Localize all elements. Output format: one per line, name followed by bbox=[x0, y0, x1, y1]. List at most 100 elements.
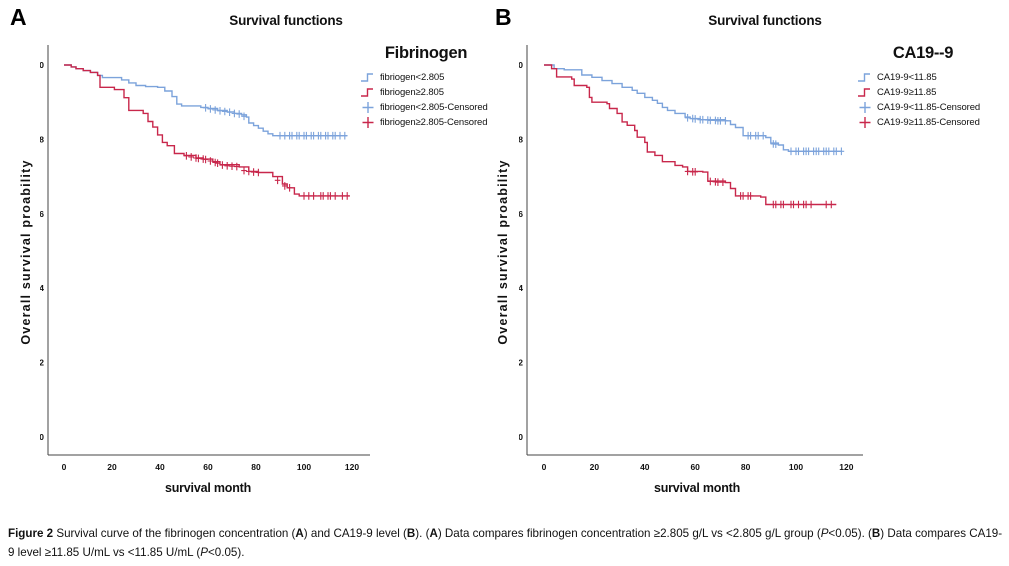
legend-item: CA19-9<11.85-Censored bbox=[857, 100, 989, 115]
survival-curve bbox=[544, 64, 842, 152]
censor-mark bbox=[224, 162, 230, 170]
censor-mark bbox=[183, 152, 190, 160]
censor-mark bbox=[339, 192, 346, 200]
censor-mark bbox=[234, 162, 240, 171]
censor-mark bbox=[722, 117, 729, 125]
censor-mark bbox=[212, 106, 218, 114]
censor-mark bbox=[684, 114, 691, 122]
censor-mark bbox=[217, 107, 223, 115]
censor-mark bbox=[241, 112, 247, 121]
censor-mark bbox=[747, 192, 754, 200]
legend-item: CA19-9<11.85 bbox=[857, 70, 989, 85]
censor-mark bbox=[747, 131, 754, 140]
y-tick-label: 0.0 bbox=[519, 432, 523, 442]
x-tick-label: 100 bbox=[297, 462, 311, 472]
censor-mark bbox=[325, 131, 331, 140]
censor-mark bbox=[715, 178, 721, 186]
legend-item: fibriogen≥2.805 bbox=[360, 85, 492, 100]
x-tick-label: 120 bbox=[839, 462, 853, 472]
panel-a-plot-area: 1.0 0.8 0.6 0.4 0.2 0.0 0 20 40 60 80 100 120 bbox=[40, 45, 370, 472]
censor-mark bbox=[803, 200, 809, 209]
censor-mark bbox=[692, 168, 698, 176]
x-tick-label: 60 bbox=[690, 462, 700, 472]
censor-mark bbox=[195, 154, 202, 163]
x-tick-label: 0 bbox=[542, 462, 547, 472]
censor-plus-icon bbox=[362, 102, 374, 113]
caption-segment: A bbox=[429, 527, 438, 540]
y-tick-label: 0.4 bbox=[40, 283, 44, 293]
legend-item: fibriogen<2.805 bbox=[360, 70, 492, 85]
legend-item-label: CA19-9<11.85-Censored bbox=[877, 102, 981, 113]
legend-item: fibriogen≥2.805-Censored bbox=[360, 115, 492, 130]
censor-mark bbox=[296, 131, 302, 140]
legend-item: CA19-9≥11.85-Censored bbox=[857, 115, 989, 130]
panel-a-letter: A bbox=[10, 4, 27, 30]
censor-mark bbox=[306, 192, 312, 200]
caption-segment: B bbox=[406, 527, 416, 540]
censor-mark bbox=[805, 147, 812, 156]
legend-item-label: fibriogen≥2.805 bbox=[380, 87, 444, 98]
panel-b-x-axis-label: survival month bbox=[653, 481, 741, 495]
survival-curve bbox=[544, 64, 837, 206]
censor-mark bbox=[246, 167, 252, 176]
censor-mark bbox=[282, 131, 288, 140]
censor-mark bbox=[332, 192, 338, 200]
caption-segment: ) Data compares fibrinogen concentration… bbox=[437, 527, 821, 540]
legend-item-label: CA19-9<11.85 bbox=[877, 72, 937, 83]
censor-mark bbox=[795, 200, 802, 209]
legend-item-label: CA19-9≥11.85-Censored bbox=[877, 117, 980, 128]
censor-mark bbox=[760, 131, 766, 140]
panel-b: B Survival functions Overall survival pr… bbox=[479, 0, 1009, 505]
censor-mark bbox=[342, 131, 348, 140]
censor-mark bbox=[320, 192, 326, 200]
panel-b-legend-title: CA19--9 bbox=[892, 44, 954, 62]
caption-segment: A bbox=[295, 527, 304, 540]
censor-plus-icon bbox=[859, 102, 871, 113]
censor-mark bbox=[833, 147, 840, 156]
censor-mark bbox=[310, 131, 317, 140]
caption-segment: B bbox=[871, 527, 881, 540]
censor-mark bbox=[780, 200, 787, 209]
caption-segment: Figure 2 bbox=[8, 527, 54, 540]
censor-mark bbox=[707, 116, 714, 125]
panel-a-legend: Fibrinogen fibriogen<2.805 fibriogen≥2.8… bbox=[360, 44, 492, 130]
censor-mark bbox=[236, 110, 242, 118]
censor-mark bbox=[310, 192, 317, 200]
y-tick-label: 0.2 bbox=[519, 358, 523, 368]
step-line-icon bbox=[361, 88, 373, 97]
censor-mark bbox=[318, 131, 324, 140]
panel-a-chart-title: Survival functions bbox=[229, 13, 343, 28]
censor-mark bbox=[219, 161, 226, 169]
y-tick-label: 0.6 bbox=[519, 209, 523, 219]
x-tick-label: 20 bbox=[590, 462, 600, 472]
legend-item-label: CA19-9≥11.85 bbox=[877, 87, 937, 98]
censor-mark bbox=[795, 147, 802, 156]
censor-mark bbox=[231, 109, 238, 118]
panel-b-plot-area: 1.0 0.8 0.6 0.4 0.2 0.0 0 20 40 60 80 100 120 bbox=[519, 45, 863, 472]
censor-mark bbox=[823, 200, 829, 209]
censor-mark bbox=[207, 157, 214, 165]
legend-item: CA19-9≥11.85 bbox=[857, 85, 989, 100]
legend-item: fibriogen<2.805-Censored bbox=[360, 100, 492, 115]
panel-b-y-axis-label: Overall survival proability bbox=[496, 159, 510, 345]
x-tick-label: 80 bbox=[741, 462, 751, 472]
y-tick-label: 1.0 bbox=[40, 60, 44, 70]
censor-mark bbox=[700, 115, 706, 124]
censor-mark bbox=[808, 200, 814, 209]
panel-b-letter: B bbox=[495, 4, 512, 30]
survival-curve bbox=[64, 64, 348, 137]
legend-item-label: fibriogen<2.805 bbox=[380, 72, 445, 83]
step-line-icon bbox=[858, 73, 870, 82]
censor-mark bbox=[286, 184, 293, 192]
caption-segment: ) Data compares CA19-9 level ≥11.85 U/mL… bbox=[8, 527, 1003, 559]
censor-mark bbox=[207, 105, 214, 113]
y-tick-label: 0.4 bbox=[519, 283, 523, 293]
caption-segment: P bbox=[200, 546, 209, 559]
y-tick-label: 0.0 bbox=[40, 432, 44, 442]
censor-mark bbox=[790, 200, 797, 209]
step-line-icon bbox=[361, 73, 373, 82]
censor-mark bbox=[773, 200, 779, 209]
caption-segment: Survival curve of the fibrinogen concent… bbox=[53, 527, 296, 540]
caption-segment: <0.05). bbox=[208, 546, 245, 559]
censor-mark bbox=[277, 131, 283, 140]
